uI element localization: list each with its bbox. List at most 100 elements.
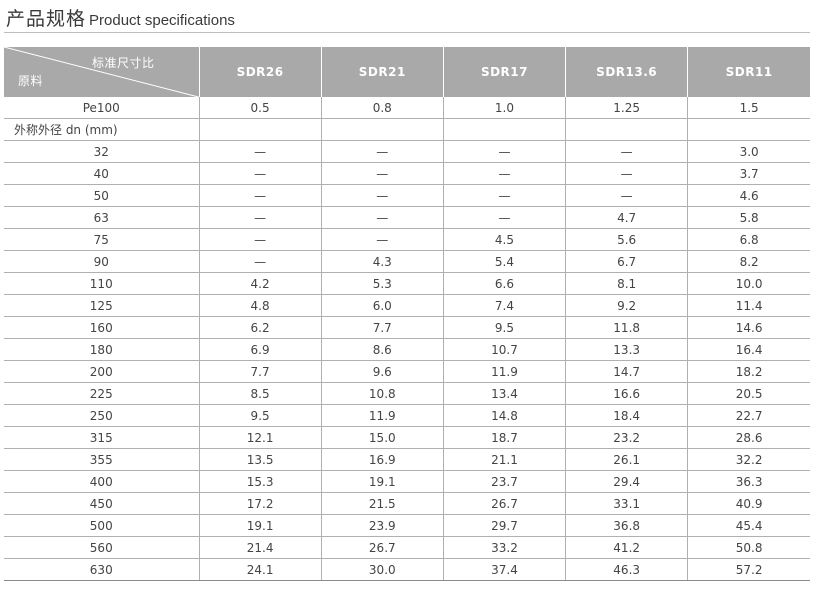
table-cell: 26.1: [565, 448, 689, 471]
table-cell: —: [199, 162, 322, 185]
table-cell: —: [443, 140, 567, 163]
table-cell: 29.4: [565, 470, 689, 493]
table-cell: 28.6: [687, 426, 810, 449]
row-dn-label: 160: [4, 316, 200, 339]
table-cell: 13.4: [443, 382, 567, 405]
table-cell: 6.9: [199, 338, 322, 361]
table-cell: —: [199, 206, 322, 229]
table-row: 50— — — —4.6: [4, 184, 810, 207]
table-cell: 6.7: [565, 250, 689, 273]
empty-cell: [443, 118, 567, 141]
table-cell: 6.2: [199, 316, 322, 339]
table-cell: 7.7: [199, 360, 322, 383]
table-cell: —: [565, 162, 689, 185]
table-row: 250 9.5 11.9 14.8 18.4 22.7: [4, 404, 810, 427]
table-cell: —: [199, 140, 322, 163]
table-cell: 5.8: [687, 206, 810, 229]
row-dn-label: 125: [4, 294, 200, 317]
row-dn-label: 315: [4, 426, 200, 449]
table-cell: —: [565, 184, 689, 207]
table-row: 450 17.2 21.5 26.7 33.1 40.9: [4, 492, 810, 515]
table-row: 200 7.7 9.6 11.9 14.7 18.2: [4, 360, 810, 383]
table-cell: 5.6: [565, 228, 689, 251]
table-cell: 22.7: [687, 404, 810, 427]
table-cell: 10.0: [687, 272, 810, 295]
row-dn-label: 400: [4, 470, 200, 493]
table-cell: 4.6: [687, 184, 810, 207]
column-header: SDR26: [199, 47, 322, 97]
table-cell: 11.9: [443, 360, 567, 383]
row-dn-label: 225: [4, 382, 200, 405]
table-cell: —: [199, 250, 322, 273]
material-value: 1.0: [443, 97, 567, 119]
empty-cell: [565, 118, 689, 141]
column-header: SDR11: [687, 47, 810, 97]
corner-header-cell: 标准尺寸比 原料: [4, 47, 200, 97]
table-row: 75— —4.5 5.6 6.8: [4, 228, 810, 251]
table-cell: 33.1: [565, 492, 689, 515]
table-cell: 19.1: [321, 470, 444, 493]
table-cell: 14.8: [443, 404, 567, 427]
table-cell: 4.7: [565, 206, 689, 229]
table-cell: 19.1: [199, 514, 322, 537]
table-cell: —: [199, 184, 322, 207]
table-cell: 14.6: [687, 316, 810, 339]
table-cell: 21.4: [199, 536, 322, 559]
table-cell: 7.4: [443, 294, 567, 317]
table-cell: 4.2: [199, 272, 322, 295]
row-dn-label: 200: [4, 360, 200, 383]
row-dn-label: 500: [4, 514, 200, 537]
row-dn-label: 75: [4, 228, 200, 251]
table-cell: 46.3: [565, 558, 689, 581]
table-cell: 16.6: [565, 382, 689, 405]
table-cell: —: [321, 184, 444, 207]
table-cell: 3.0: [687, 140, 810, 163]
table-cell: 30.0: [321, 558, 444, 581]
table-row: 315 12.1 15.0 18.7 23.2 28.6: [4, 426, 810, 449]
table-cell: 40.9: [687, 492, 810, 515]
table-cell: 8.1: [565, 272, 689, 295]
table-cell: 21.1: [443, 448, 567, 471]
material-value: 0.8: [321, 97, 444, 119]
table-cell: —: [199, 228, 322, 251]
table-cell: 15.3: [199, 470, 322, 493]
table-cell: 6.8: [687, 228, 810, 251]
table-cell: 8.2: [687, 250, 810, 273]
table-cell: 23.2: [565, 426, 689, 449]
table-cell: —: [443, 206, 567, 229]
empty-cell: [687, 118, 810, 141]
page-title: 产品规格 Product specifications: [6, 4, 235, 31]
table-cell: 11.8: [565, 316, 689, 339]
row-dn-label: 250: [4, 404, 200, 427]
table-cell: 17.2: [199, 492, 322, 515]
table-cell: 12.1: [199, 426, 322, 449]
title-divider: [4, 32, 810, 33]
table-cell: 13.3: [565, 338, 689, 361]
table-cell: —: [443, 184, 567, 207]
table-cell: 18.7: [443, 426, 567, 449]
table-cell: 7.7: [321, 316, 444, 339]
table-row: 32— — — —3.0: [4, 140, 810, 163]
table-row: 560 21.4 26.7 33.2 41.2 50.8: [4, 536, 810, 559]
table-cell: 36.8: [565, 514, 689, 537]
row-dn-label: 40: [4, 162, 200, 185]
table-cell: 4.3: [321, 250, 444, 273]
table-cell: —: [321, 228, 444, 251]
table-cell: 16.9: [321, 448, 444, 471]
row-dn-label: 450: [4, 492, 200, 515]
table-cell: —: [443, 162, 567, 185]
table-cell: 36.3: [687, 470, 810, 493]
table-cell: 10.8: [321, 382, 444, 405]
table-cell: 8.5: [199, 382, 322, 405]
page-title-cn: 产品规格: [6, 8, 87, 30]
table-cell: 50.8: [687, 536, 810, 559]
corner-label-material: 原料: [18, 74, 44, 88]
table-cell: 29.7: [443, 514, 567, 537]
spec-table: 标准尺寸比 原料 SDR26 SDR21 SDR17 SDR13.6 SDR11…: [4, 47, 810, 581]
table-cell: 4.8: [199, 294, 322, 317]
table-cell: 15.0: [321, 426, 444, 449]
table-row: 125 4.8 6.0 7.4 9.2 11.4: [4, 294, 810, 317]
corner-diagonal: [4, 47, 199, 97]
table-cell: 9.5: [443, 316, 567, 339]
table-cell: 18.2: [687, 360, 810, 383]
